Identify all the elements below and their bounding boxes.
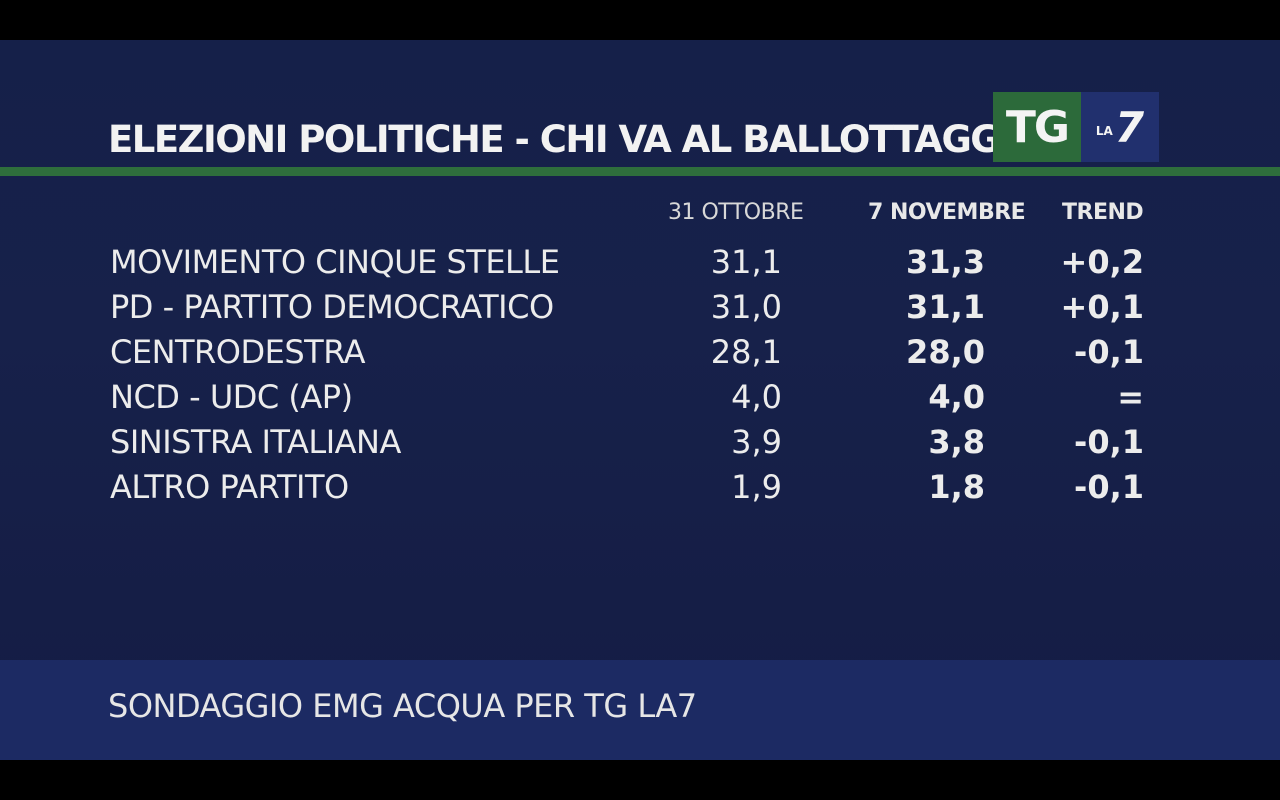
trend-value: -0,1 [1074, 333, 1144, 371]
column-header-oct31: 31 OTTOBRE [668, 200, 804, 225]
value-oct31: 28,1 [710, 333, 782, 371]
value-oct31: 3,9 [731, 423, 782, 461]
value-nov7: 31,3 [906, 243, 985, 281]
value-nov7: 3,8 [928, 423, 985, 461]
value-oct31: 31,1 [710, 243, 782, 281]
party-name: NCD - UDC (AP) [110, 378, 353, 416]
party-name: SINISTRA ITALIANA [110, 423, 401, 461]
party-name: CENTRODESTRA [110, 333, 366, 371]
table-row: CENTRODESTRA 28,1 28,0 -0,1 [0, 330, 1280, 375]
tg-la7-logo: TG LA 7 [993, 92, 1159, 162]
table-row: SINISTRA ITALIANA 3,9 3,8 -0,1 [0, 420, 1280, 465]
value-nov7: 31,1 [906, 288, 985, 326]
party-name: MOVIMENTO CINQUE STELLE [110, 243, 560, 281]
poll-screen: ELEZIONI POLITICHE - CHI VA AL BALLOTTAG… [0, 40, 1280, 760]
trend-value: = [1117, 378, 1144, 416]
footer-bar: SONDAGGIO EMG ACQUA PER TG LA7 [0, 660, 1280, 760]
footer-source: SONDAGGIO EMG ACQUA PER TG LA7 [108, 687, 697, 725]
logo-la7: LA 7 [1081, 92, 1159, 162]
column-header-trend: TREND [1062, 200, 1144, 225]
poll-table: MOVIMENTO CINQUE STELLE 31,1 31,3 +0,2 PD - … [0, 240, 1280, 510]
table-row: NCD - UDC (AP) 4,0 4,0 = [0, 375, 1280, 420]
party-name: ALTRO PARTITO [110, 468, 349, 506]
party-name: PD - PARTITO DEMOCRATICO [110, 288, 554, 326]
trend-value: +0,2 [1060, 243, 1145, 281]
trend-value: +0,1 [1060, 288, 1145, 326]
table-row: ALTRO PARTITO 1,9 1,8 -0,1 [0, 465, 1280, 510]
trend-value: -0,1 [1074, 423, 1144, 461]
value-oct31: 4,0 [731, 378, 782, 416]
logo-seven-text: 7 [1114, 102, 1145, 152]
value-nov7: 1,8 [928, 468, 985, 506]
column-header-nov7: 7 NOVEMBRE [868, 200, 1026, 225]
table-row: PD - PARTITO DEMOCRATICO 31,0 31,1 +0,1 [0, 285, 1280, 330]
title-divider [0, 167, 1280, 176]
logo-tg: TG [993, 92, 1081, 162]
table-row: MOVIMENTO CINQUE STELLE 31,1 31,3 +0,2 [0, 240, 1280, 285]
value-oct31: 31,0 [710, 288, 782, 326]
value-nov7: 4,0 [928, 378, 985, 416]
page-title: ELEZIONI POLITICHE - CHI VA AL BALLOTTAG… [108, 118, 1063, 161]
logo-la-text: LA [1095, 124, 1113, 138]
value-nov7: 28,0 [906, 333, 985, 371]
value-oct31: 1,9 [731, 468, 782, 506]
trend-value: -0,1 [1074, 468, 1144, 506]
